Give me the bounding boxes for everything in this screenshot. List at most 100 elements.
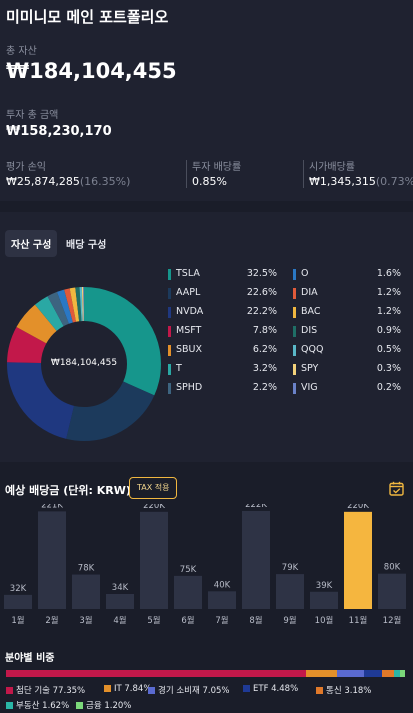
calendar-icon[interactable] <box>389 481 404 496</box>
yield-stat: 투자 배당률 0.85% <box>192 158 292 188</box>
legend-item-aapl[interactable]: AAPL 22.6% <box>168 286 277 300</box>
sector-label: 경기 소비재 7.05% <box>158 686 230 696</box>
bar-2[interactable] <box>38 511 66 609</box>
sector-swatch <box>76 702 83 709</box>
market-yield-value: ₩1,345,315 <box>309 175 376 188</box>
legend-item-spy[interactable]: SPY 0.3% <box>293 362 401 376</box>
bar-6[interactable] <box>174 575 202 609</box>
legend-item-qqq[interactable]: QQQ 0.5% <box>293 343 401 357</box>
sector-segment <box>364 670 382 677</box>
month-label: 4월 <box>113 615 126 626</box>
sector-label: 부동산 1.62% <box>16 701 70 711</box>
legend-ticker: VIG <box>301 382 318 393</box>
sector-swatch <box>104 685 111 692</box>
legend-ticker: DIS <box>301 325 318 336</box>
sector-legend-item: IT 7.84% <box>104 684 151 694</box>
legend-item-dis[interactable]: DIS 0.9% <box>293 324 401 338</box>
legend-swatch <box>168 288 171 299</box>
legend-item-t[interactable]: T 3.2% <box>168 362 277 376</box>
total-assets-value: ₩184,104,455 <box>6 59 177 83</box>
legend-percent: 32.5% <box>246 268 277 279</box>
legend-item-o[interactable]: O 1.6% <box>293 267 401 281</box>
legend-swatch <box>293 269 296 280</box>
tab-asset-composition[interactable]: 자산 구성 <box>5 230 58 257</box>
bar-value-label: 32K <box>10 584 27 594</box>
month-label: 3월 <box>79 615 92 626</box>
sector-label: 금융 1.20% <box>86 701 132 711</box>
legend-item-tsla[interactable]: TSLA 32.5% <box>168 267 277 281</box>
bar-value-label: 80K <box>384 563 401 573</box>
donut-slice-nvda[interactable] <box>7 287 161 441</box>
month-label: 5월 <box>147 615 160 626</box>
invested-label: 투자 총 금액 <box>6 110 59 121</box>
bar-7[interactable] <box>208 591 236 609</box>
bar-value-label: 222K <box>245 504 267 510</box>
month-label: 7월 <box>215 615 228 626</box>
legend-item-vig[interactable]: VIG 0.2% <box>293 381 401 395</box>
total-assets-label: 총 자산 <box>6 46 37 57</box>
divider <box>186 160 187 188</box>
legend-item-sbux[interactable]: SBUX 6.2% <box>168 343 277 357</box>
legend-swatch <box>293 288 296 299</box>
legend-item-nvda[interactable]: NVDA 22.2% <box>168 305 277 319</box>
sector-legend-item: 금융 1.20% <box>76 699 131 711</box>
bar-1[interactable] <box>4 594 32 609</box>
legend-percent: 1.6% <box>376 268 401 279</box>
bar-11[interactable] <box>344 511 372 609</box>
tax-toggle-button[interactable]: TAX 적용 <box>129 477 178 499</box>
sector-swatch <box>316 687 323 694</box>
legend-percent: 6.2% <box>252 344 277 355</box>
legend-swatch <box>293 364 296 375</box>
sector-title: 분야별 비중 <box>5 653 55 664</box>
legend-ticker: SPHD <box>176 382 203 393</box>
legend-swatch <box>168 383 171 394</box>
sector-label: 통신 3.18% <box>326 686 372 696</box>
bar-value-label: 34K <box>112 583 129 593</box>
bar-8[interactable] <box>242 510 270 609</box>
sector-swatch <box>6 702 13 709</box>
bar-5[interactable] <box>140 511 168 609</box>
month-label: 8월 <box>249 615 262 626</box>
legend-percent: 7.8% <box>252 325 277 336</box>
legend-ticker: MSFT <box>176 325 202 336</box>
legend-swatch <box>168 364 171 375</box>
legend-percent: 2.2% <box>252 382 277 393</box>
bar-4[interactable] <box>106 593 134 609</box>
legend-ticker: AAPL <box>176 287 201 298</box>
legend-ticker: QQQ <box>301 344 324 355</box>
bar-value-label: 220K <box>143 504 165 511</box>
legend-item-bac[interactable]: BAC 1.2% <box>293 305 401 319</box>
donut-slice-aapl[interactable] <box>7 287 161 441</box>
legend-item-msft[interactable]: MSFT 7.8% <box>168 324 277 338</box>
legend-ticker: NVDA <box>176 306 204 317</box>
month-label: 9월 <box>283 615 296 626</box>
legend-item-sphd[interactable]: SPHD 2.2% <box>168 381 277 395</box>
month-label: 1월 <box>11 615 24 626</box>
legend-swatch <box>293 345 296 356</box>
bar-9[interactable] <box>276 574 304 609</box>
legend-ticker: O <box>301 268 309 279</box>
legend-swatch <box>168 269 171 280</box>
market-yield-label: 시가배당률 <box>309 162 355 173</box>
sector-legend-item: 첨단 기술 77.35% <box>6 684 85 696</box>
sector-segment <box>306 670 337 677</box>
bar-value-label: 39K <box>316 581 333 591</box>
composition-donut-chart <box>7 287 161 441</box>
bar-12[interactable] <box>378 573 406 609</box>
sector-legend-item: ETF 4.48% <box>243 684 298 694</box>
donut-slice-vig[interactable] <box>7 287 161 441</box>
legend-ticker: DIA <box>301 287 318 298</box>
legend-item-dia[interactable]: DIA 1.2% <box>293 286 401 300</box>
legend-swatch <box>168 307 171 318</box>
tab-dividend-composition[interactable]: 배당 구성 <box>66 240 107 251</box>
month-label: 6월 <box>181 615 194 626</box>
legend-swatch <box>168 326 171 337</box>
portfolio-title[interactable]: 미미니모 메인 포트폴리오 <box>6 8 169 26</box>
bar-3[interactable] <box>72 574 100 609</box>
legend-percent: 0.5% <box>376 344 401 355</box>
sector-swatch <box>6 687 13 694</box>
bar-value-label: 75K <box>180 565 197 575</box>
legend-swatch <box>293 307 296 318</box>
bar-10[interactable] <box>310 591 338 609</box>
sector-swatch <box>148 687 155 694</box>
